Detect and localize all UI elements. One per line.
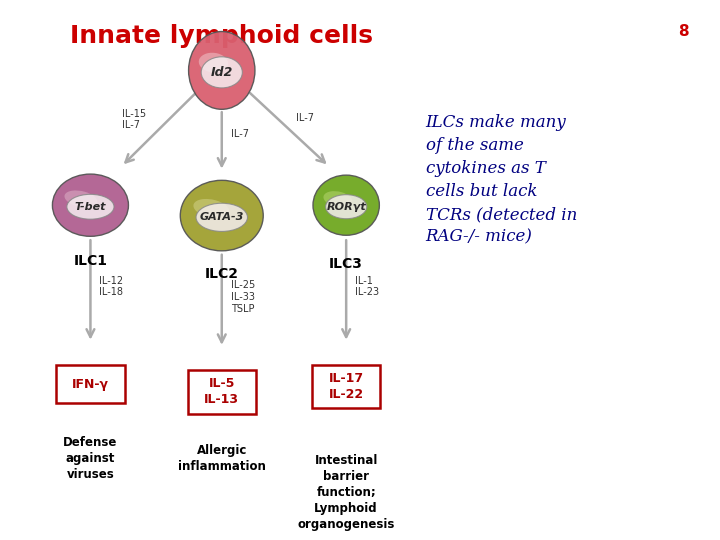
- Ellipse shape: [53, 174, 128, 237]
- Ellipse shape: [180, 180, 264, 251]
- Ellipse shape: [325, 195, 366, 219]
- Text: Id2: Id2: [210, 66, 233, 79]
- Text: IL-5
IL-13: IL-5 IL-13: [204, 377, 239, 406]
- Text: RORγt: RORγt: [326, 202, 366, 212]
- Text: IL-7: IL-7: [297, 113, 315, 123]
- FancyBboxPatch shape: [187, 370, 256, 414]
- Text: IL-17
IL-22: IL-17 IL-22: [328, 372, 364, 401]
- Text: IL-15
IL-7: IL-15 IL-7: [122, 109, 145, 131]
- Ellipse shape: [65, 191, 97, 207]
- Ellipse shape: [67, 194, 114, 219]
- Ellipse shape: [313, 175, 379, 235]
- Text: ILC2: ILC2: [204, 267, 239, 281]
- FancyBboxPatch shape: [312, 365, 380, 408]
- Text: Allergic
inflammation: Allergic inflammation: [178, 444, 266, 472]
- Ellipse shape: [194, 199, 230, 218]
- Text: ILC3: ILC3: [329, 256, 363, 271]
- Text: T-bet: T-bet: [75, 202, 106, 212]
- Text: IL-7: IL-7: [230, 129, 248, 139]
- FancyBboxPatch shape: [56, 365, 125, 403]
- Ellipse shape: [323, 191, 352, 207]
- Text: IL-12
IL-18: IL-12 IL-18: [99, 276, 124, 298]
- Text: ILC1: ILC1: [73, 254, 107, 268]
- Text: IL-25
IL-33
TSLP: IL-25 IL-33 TSLP: [230, 280, 255, 314]
- Text: IFN-γ: IFN-γ: [72, 377, 109, 390]
- Text: Defense
against
viruses: Defense against viruses: [63, 436, 117, 481]
- Ellipse shape: [196, 203, 248, 232]
- Ellipse shape: [189, 31, 255, 109]
- Text: Intestinal
barrier
function;
Lymphoid
organogenesis: Intestinal barrier function; Lymphoid or…: [297, 454, 395, 531]
- Text: ILCs make many
of the same
cytokines as T
cells but lack
TCRs (detected in
RAG-/: ILCs make many of the same cytokines as …: [426, 114, 577, 246]
- Ellipse shape: [201, 57, 243, 88]
- Text: 8: 8: [678, 24, 688, 39]
- Text: IL-1
IL-23: IL-1 IL-23: [355, 276, 379, 298]
- Ellipse shape: [199, 53, 228, 72]
- Text: Innate lymphoid cells: Innate lymphoid cells: [71, 24, 373, 48]
- Text: GATA-3: GATA-3: [199, 212, 244, 222]
